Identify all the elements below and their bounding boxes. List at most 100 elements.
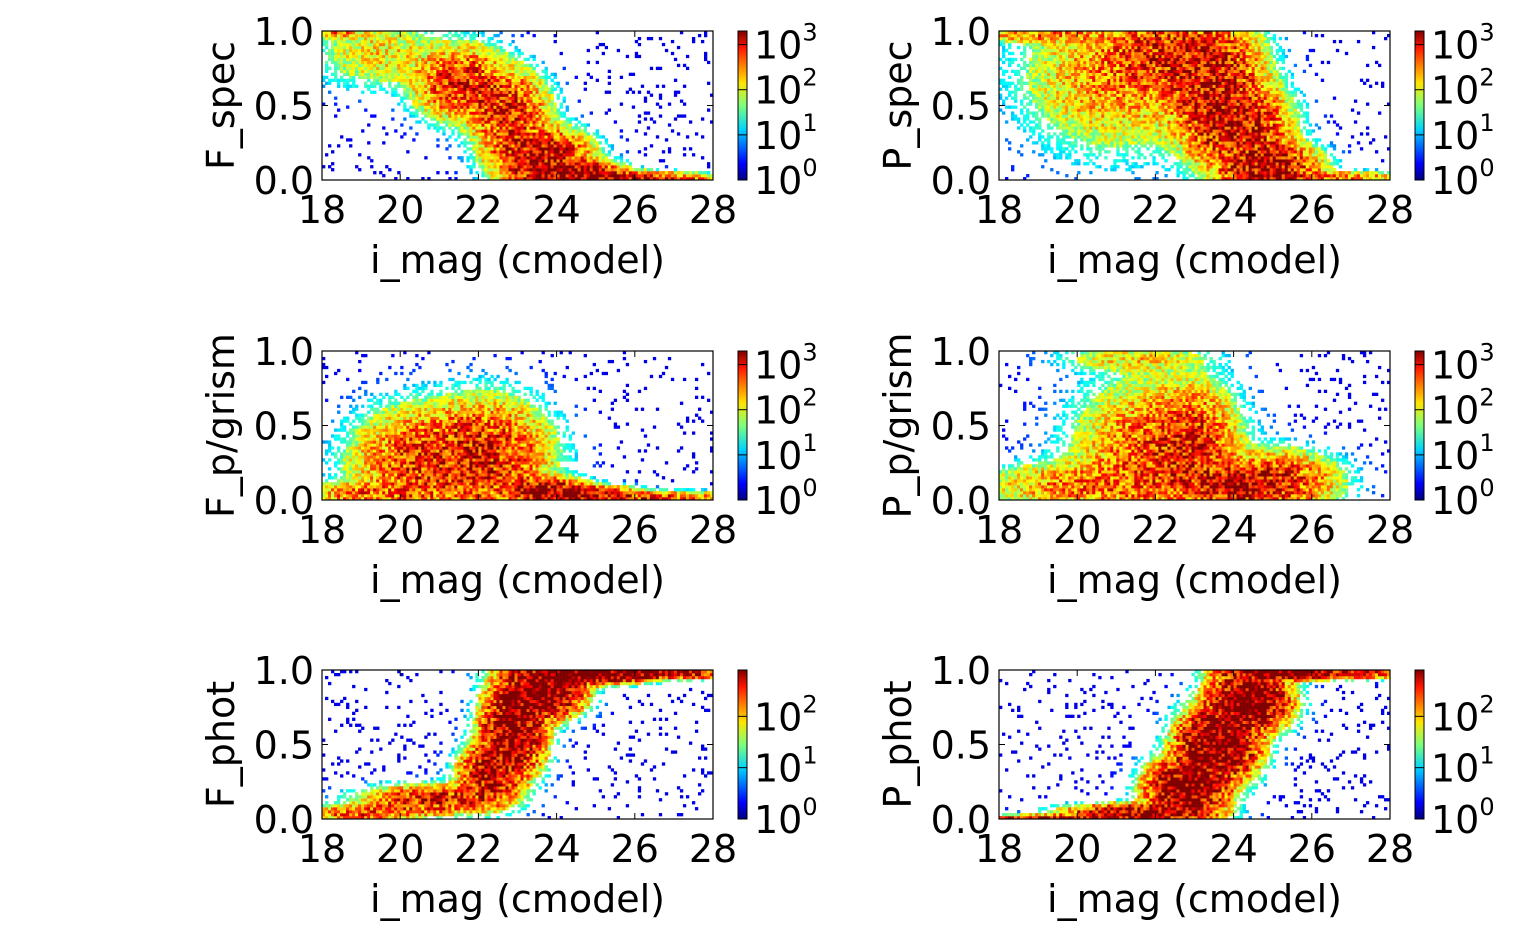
density-cell	[1083, 42, 1087, 47]
density-cell	[325, 45, 329, 50]
density-cell	[499, 102, 503, 106]
density-cell	[580, 174, 584, 178]
density-cell	[607, 144, 612, 148]
density-cell	[625, 54, 630, 59]
density-cell	[1032, 96, 1036, 100]
density-cell	[607, 150, 612, 154]
density-cell	[565, 177, 569, 181]
density-cell	[469, 102, 473, 106]
density-cell	[526, 31, 530, 35]
density-cell	[472, 84, 476, 88]
density-cell	[1065, 126, 1069, 130]
density-cell	[472, 42, 476, 47]
density-cell	[355, 36, 359, 41]
density-cell	[1026, 33, 1030, 38]
density-cell	[445, 60, 449, 65]
density-cell	[436, 57, 440, 62]
density-cell	[1071, 39, 1075, 44]
density-cell	[1080, 123, 1084, 127]
density-cell	[1056, 42, 1060, 47]
density-cell	[550, 111, 554, 115]
density-cell	[469, 123, 473, 127]
density-cell	[1083, 108, 1087, 112]
density-cell	[523, 141, 527, 145]
density-cell	[1083, 129, 1087, 133]
density-cell	[379, 57, 383, 62]
density-cell	[1014, 72, 1018, 76]
density-cell	[337, 66, 341, 71]
density-cell	[505, 159, 509, 163]
density-cell	[532, 93, 536, 97]
density-cell	[421, 75, 425, 79]
density-cell	[1047, 132, 1051, 136]
density-cell	[370, 114, 374, 118]
density-cell	[670, 51, 675, 56]
density-cell	[436, 90, 440, 94]
density-cell	[382, 60, 386, 65]
density-cell	[625, 150, 630, 154]
density-cell	[574, 165, 578, 169]
density-cell	[520, 126, 524, 130]
density-cell	[1128, 141, 1132, 145]
density-cell	[1089, 66, 1093, 71]
density-cell	[580, 156, 584, 160]
density-cell	[358, 54, 362, 59]
density-cell	[550, 126, 554, 130]
density-cell	[1143, 48, 1147, 53]
density-cell	[385, 78, 389, 82]
density-cell	[1143, 75, 1147, 79]
density-cell	[496, 177, 500, 181]
density-cell	[682, 147, 687, 151]
density-cell	[490, 72, 494, 76]
density-cell	[1080, 45, 1084, 50]
density-cell	[1110, 69, 1114, 74]
density-cell	[550, 177, 554, 181]
density-cell	[1074, 33, 1078, 38]
density-cell	[553, 72, 557, 76]
density-cell	[481, 72, 485, 76]
density-cell	[475, 105, 479, 109]
density-cell	[1059, 69, 1063, 74]
density-cell	[1023, 42, 1027, 47]
density-cell	[448, 120, 452, 124]
density-cell	[1053, 42, 1057, 47]
density-cell	[673, 168, 678, 172]
density-cell	[547, 75, 551, 79]
density-cell	[1137, 66, 1141, 71]
density-cell	[490, 111, 494, 115]
density-cell	[322, 75, 326, 79]
density-cell	[517, 99, 521, 103]
density-cell	[607, 171, 612, 175]
density-cell	[1053, 117, 1057, 121]
density-cell	[631, 171, 636, 175]
density-cell	[1047, 57, 1051, 62]
density-cell	[535, 141, 539, 145]
density-cell	[544, 102, 548, 106]
density-cell	[1080, 54, 1084, 59]
density-cell	[1056, 114, 1060, 118]
density-cell	[466, 84, 470, 88]
density-cell	[520, 93, 524, 97]
density-cell	[1059, 102, 1063, 106]
density-cell	[463, 87, 467, 91]
density-cell	[484, 60, 488, 65]
density-cell	[394, 31, 398, 35]
density-cell	[415, 60, 419, 65]
density-cell	[592, 156, 596, 160]
density-cell	[463, 108, 467, 112]
density-cell	[592, 165, 596, 169]
density-cell	[682, 153, 687, 157]
density-cell	[496, 165, 500, 169]
density-cell	[1140, 69, 1144, 74]
density-cell	[442, 105, 446, 109]
density-cell	[484, 66, 488, 71]
density-cell	[1137, 42, 1141, 47]
density-cell	[373, 84, 377, 88]
density-cell	[1152, 138, 1156, 142]
density-cell	[1053, 33, 1057, 38]
density-cell	[496, 84, 500, 88]
density-cell	[412, 111, 416, 115]
density-cell	[544, 108, 548, 112]
density-cell	[463, 90, 467, 94]
density-cell	[1074, 129, 1078, 133]
